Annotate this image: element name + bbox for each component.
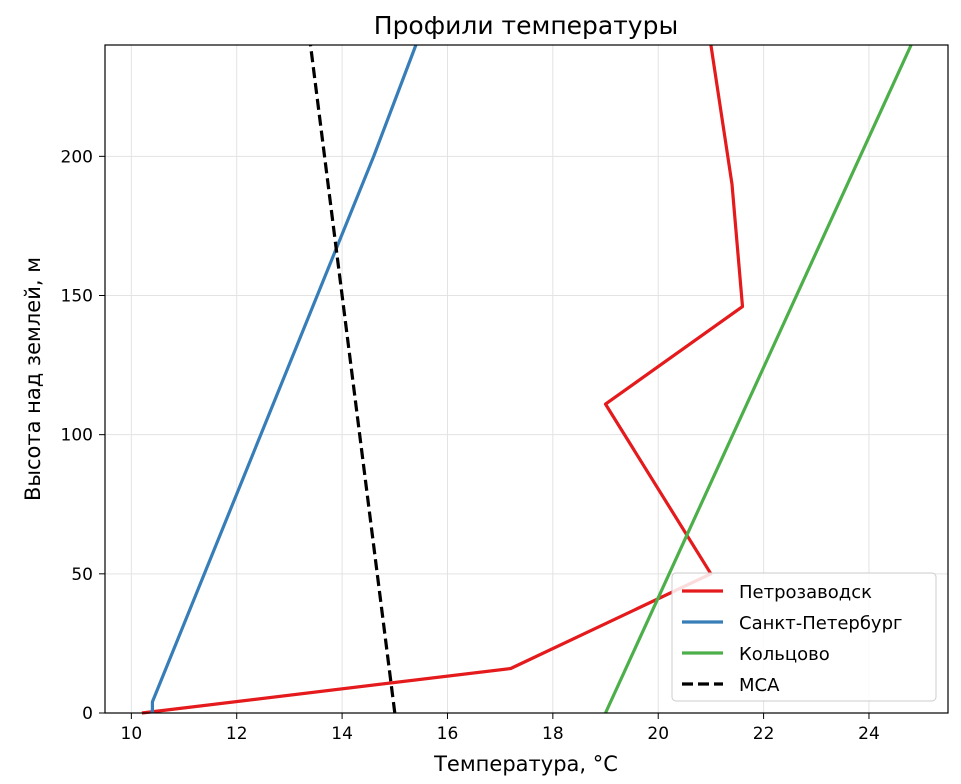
legend-box (671, 572, 937, 702)
y-axis-ticks: 0 50 100 150 200 (61, 147, 105, 724)
series-layer (141, 44, 913, 715)
legend-label: МСА (739, 675, 780, 696)
plot-frame (104, 44, 949, 714)
y-tick-label: 200 (61, 147, 93, 167)
x-tick-label: 18 (542, 724, 564, 744)
x-tick-label: 24 (858, 724, 880, 744)
series-line-2 (150, 44, 418, 713)
x-tick-label: 22 (753, 724, 775, 744)
y-tick-label: 100 (61, 426, 93, 446)
chart-title: Профили температуры (374, 11, 678, 40)
x-tick-label: 12 (226, 724, 248, 744)
legend: Петрозаводск Санкт-Петербург Кольцово МСА (671, 572, 937, 702)
x-tick-label: 16 (437, 724, 459, 744)
legend-label: Петрозаводск (739, 582, 872, 603)
series-line-4 (308, 44, 397, 714)
y-axis-label: Высота над землей, м (21, 257, 45, 501)
x-axis-ticks: 10 12 14 16 18 20 22 24 (121, 713, 880, 744)
y-tick-label: 50 (71, 565, 93, 585)
y-tick-label: 150 (61, 287, 93, 307)
legend-label: Кольцово (739, 644, 830, 665)
series-line-1 (141, 44, 745, 715)
y-tick-label: 0 (82, 704, 93, 724)
x-tick-label: 20 (647, 724, 669, 744)
series-line-3 (604, 44, 913, 714)
x-axis-label: Температура, °C (433, 752, 618, 776)
x-tick-label: 10 (121, 724, 143, 744)
legend-label: Санкт-Петербург (739, 613, 902, 634)
x-tick-label: 14 (331, 724, 353, 744)
